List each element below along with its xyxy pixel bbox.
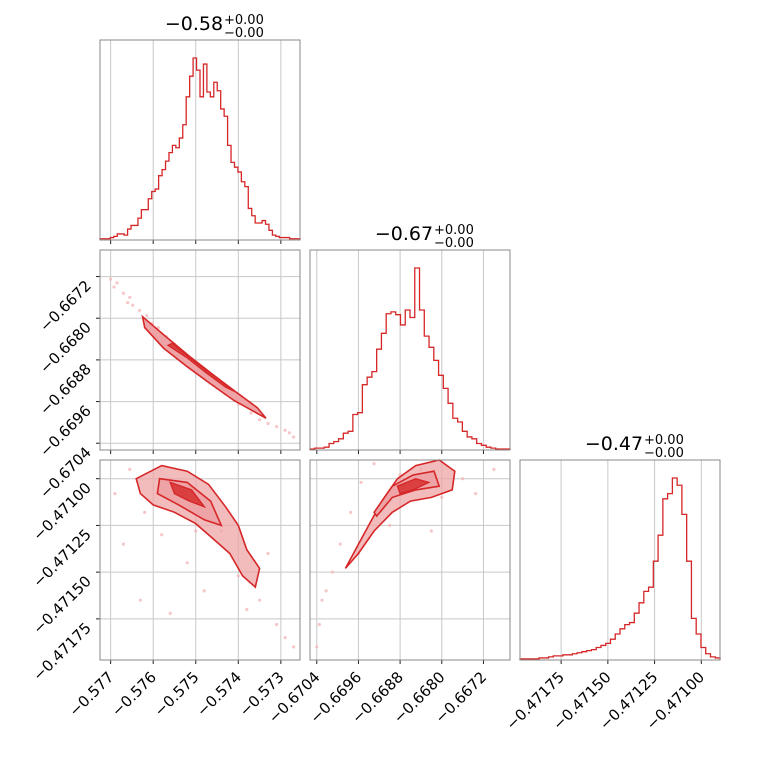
pair-21-contour-core — [396, 477, 431, 495]
pair-20-point-8 — [257, 598, 262, 602]
hist-1-title-minus: −0.00 — [434, 236, 474, 251]
pair-20-point-9 — [274, 622, 279, 627]
pair-21-point-7 — [372, 462, 376, 466]
pair-21-point-4 — [338, 542, 342, 546]
pair-21-point-11 — [461, 477, 465, 481]
pair-20-point-16 — [245, 607, 249, 612]
hist-2-title-value: −0.47 — [585, 433, 643, 455]
hist-1-steps — [309, 267, 511, 450]
pair-10-point-24 — [126, 301, 130, 305]
pair-21-point-5 — [349, 510, 353, 514]
pair-21-point-0 — [317, 622, 321, 627]
pair-20-point-10 — [283, 635, 287, 640]
pair-21-point-13 — [492, 467, 496, 471]
hist-0-frame — [99, 39, 301, 241]
pair-20-point-4 — [185, 561, 189, 565]
xtick-label-0-0: −0.577 — [65, 668, 117, 720]
pair-20-point-5 — [202, 589, 206, 593]
pair-21-frame — [309, 459, 511, 661]
hist-2-title-plus: +0.00 — [644, 433, 684, 448]
pair-20-point-13 — [138, 598, 143, 602]
pair-10-point-22 — [292, 435, 296, 439]
pair-21-point-12 — [474, 492, 478, 496]
hist-2-frame — [519, 459, 721, 661]
pair-10-point-4 — [128, 295, 132, 299]
pair-20-point-17 — [292, 645, 296, 649]
pair-20-contour-core — [169, 481, 207, 509]
pair-20-contour-outer — [135, 464, 261, 589]
hist-0-steps — [99, 57, 301, 240]
pair-10-point-18 — [257, 418, 262, 422]
pair-10-point-5 — [131, 303, 135, 307]
pair-20-point-3 — [160, 533, 164, 537]
hist-0-title-value: −0.58 — [165, 13, 223, 35]
pair-21-point-3 — [330, 570, 334, 574]
xtick-label-0-2: −0.575 — [151, 668, 203, 720]
pair-10-point-21 — [283, 428, 287, 432]
pair-21-point-6 — [359, 480, 363, 485]
pair-20-point-12 — [121, 542, 126, 546]
pair-10-point-9 — [156, 326, 160, 330]
pair-20-point-2 — [143, 510, 147, 514]
pair-10-point-7 — [145, 314, 149, 318]
pair-20-point-7 — [236, 574, 240, 578]
hist-0-title-plus: +0.00 — [224, 13, 264, 28]
pair-10-point-23 — [287, 431, 291, 435]
pair-10-point-0 — [109, 277, 113, 281]
pair-10-point-20 — [274, 424, 279, 429]
pair-21-point-1 — [320, 598, 324, 602]
pair-20-point-15 — [194, 529, 198, 533]
pair-10-contour-core — [166, 342, 235, 392]
hist-2-title-minus: −0.00 — [644, 446, 684, 461]
pair-21-point-2 — [324, 589, 328, 593]
xtick-label-0-3: −0.574 — [193, 668, 245, 720]
pair-10-frame — [99, 249, 301, 451]
hist-1-title-value: −0.67 — [375, 223, 433, 245]
pair-10-point-3 — [121, 291, 126, 295]
pair-10-point-2 — [115, 281, 119, 285]
xtick-label-0-1: −0.576 — [108, 668, 160, 720]
hist-2-steps — [519, 477, 721, 660]
pair-20-point-1 — [128, 467, 132, 471]
pair-10-point-19 — [266, 421, 270, 426]
pair-21-point-17 — [315, 645, 319, 649]
pair-20-point-14 — [168, 611, 172, 615]
pair-20-frame — [99, 459, 301, 661]
pair-21-point-16 — [429, 529, 433, 533]
hist-1-title-plus: +0.00 — [434, 223, 474, 238]
pair-21-point-10 — [440, 495, 444, 499]
pair-21-point-15 — [388, 523, 392, 528]
pair-20-point-0 — [113, 492, 117, 496]
hist-0-title-minus: −0.00 — [224, 26, 264, 41]
hist-1-frame — [309, 249, 511, 451]
pair-10-point-6 — [137, 308, 142, 313]
pair-10-point-1 — [112, 285, 116, 289]
pair-10-point-17 — [249, 411, 253, 415]
pair-10-contour-outer — [141, 314, 267, 419]
pair-20-point-11 — [266, 551, 270, 556]
